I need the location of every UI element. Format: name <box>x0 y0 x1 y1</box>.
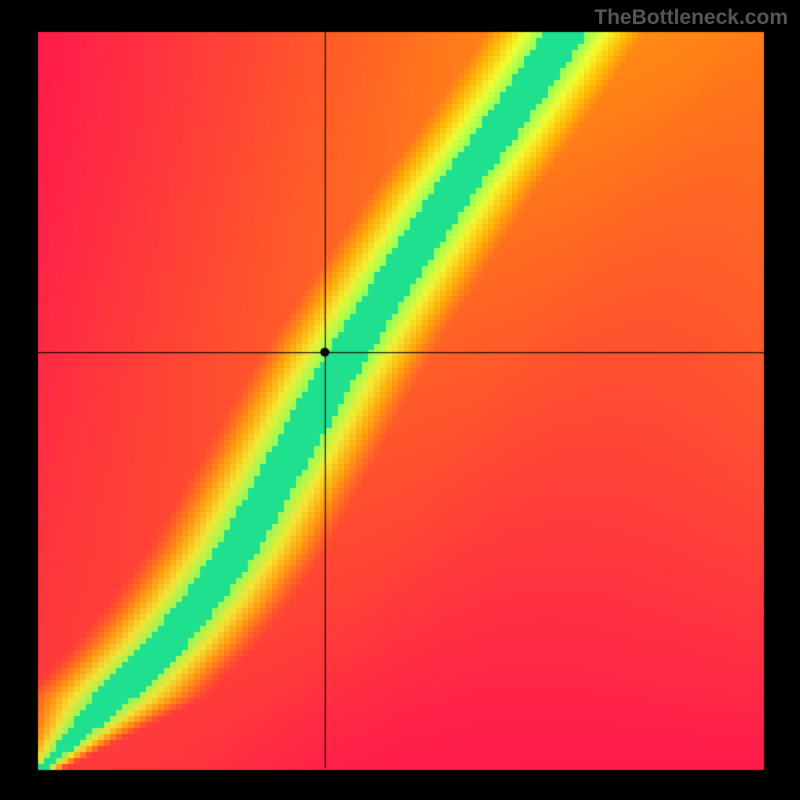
watermark-text: TheBottleneck.com <box>594 6 788 30</box>
bottleneck-heatmap <box>0 0 800 800</box>
